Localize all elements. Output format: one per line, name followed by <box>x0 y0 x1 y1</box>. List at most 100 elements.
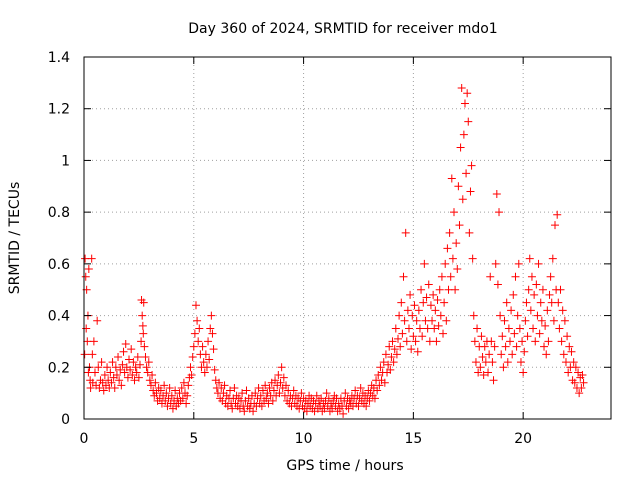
data-point <box>492 190 501 199</box>
x-tick-label: 0 <box>80 431 89 447</box>
data-point <box>493 280 502 289</box>
data-point <box>379 358 388 367</box>
data-point <box>476 363 485 372</box>
data-point <box>407 345 416 354</box>
data-point <box>228 404 237 413</box>
data-point <box>546 272 555 281</box>
data-point <box>447 174 456 183</box>
data-point <box>563 332 572 341</box>
data-point <box>143 368 152 377</box>
data-point <box>146 381 155 390</box>
data-point <box>571 363 580 372</box>
data-point <box>505 337 514 346</box>
data-point <box>171 386 180 395</box>
data-point <box>404 324 413 333</box>
data-point <box>254 383 263 392</box>
x-tick-label: 10 <box>295 431 313 447</box>
data-point <box>385 342 394 351</box>
data-point <box>387 352 396 361</box>
data-point <box>95 383 104 392</box>
data-point <box>570 378 579 387</box>
data-point <box>276 378 285 387</box>
data-point <box>468 254 477 263</box>
data-point <box>279 373 288 382</box>
data-point <box>139 329 148 338</box>
data-point <box>467 161 476 170</box>
data-point <box>445 228 454 237</box>
data-point <box>433 296 442 305</box>
data-point <box>201 350 210 359</box>
data-point <box>437 272 446 281</box>
data-point <box>100 371 109 380</box>
data-point <box>490 342 499 351</box>
data-point <box>569 358 578 367</box>
data-point <box>190 329 199 338</box>
data-point <box>106 368 115 377</box>
data-point <box>209 345 218 354</box>
x-tick-label: 15 <box>404 431 422 447</box>
data-point <box>238 389 247 398</box>
data-point <box>133 352 142 361</box>
data-point <box>152 389 161 398</box>
y-tick-label: 0.8 <box>48 205 70 221</box>
data-point <box>123 373 132 382</box>
data-point <box>202 363 211 372</box>
data-point <box>538 285 547 294</box>
data-point <box>518 337 527 346</box>
data-point <box>398 329 407 338</box>
data-point <box>442 316 451 325</box>
data-point <box>456 143 465 152</box>
data-point <box>512 342 521 351</box>
data-point <box>529 324 538 333</box>
data-point <box>126 365 135 374</box>
data-point <box>449 208 458 217</box>
data-point <box>453 265 462 274</box>
data-point <box>391 324 400 333</box>
data-point <box>502 298 511 307</box>
data-point <box>403 306 412 315</box>
data-point <box>257 402 266 411</box>
data-point <box>107 378 116 387</box>
data-point <box>289 386 298 395</box>
data-point <box>339 409 348 418</box>
y-tick-label: 0.6 <box>48 257 70 273</box>
x-axis-label: GPS time / hours <box>286 458 403 474</box>
data-point <box>389 358 398 367</box>
data-point <box>207 311 216 320</box>
data-point <box>179 378 188 387</box>
data-point <box>356 383 365 392</box>
data-point <box>440 298 449 307</box>
data-point <box>522 298 531 307</box>
data-point <box>441 259 450 268</box>
data-point <box>429 290 438 299</box>
data-point <box>415 324 424 333</box>
data-point <box>560 316 569 325</box>
data-point <box>579 378 588 387</box>
data-point <box>265 383 274 392</box>
data-point <box>182 399 191 408</box>
data-point <box>508 350 517 359</box>
data-point <box>524 285 533 294</box>
data-point <box>480 342 489 351</box>
data-point <box>178 394 187 403</box>
data-point <box>465 228 474 237</box>
data-point <box>432 337 441 346</box>
data-point <box>251 389 260 398</box>
data-point <box>220 381 229 390</box>
data-point <box>156 386 165 395</box>
data-point <box>418 332 427 341</box>
data-point <box>412 316 421 325</box>
data-point <box>541 321 550 330</box>
data-point <box>495 208 504 217</box>
data-point <box>578 371 587 380</box>
data-point <box>469 311 478 320</box>
data-point <box>510 329 519 338</box>
data-point <box>165 383 174 392</box>
data-point <box>365 396 374 405</box>
data-point <box>457 84 466 93</box>
data-point <box>144 358 153 367</box>
data-point <box>478 352 487 361</box>
data-point <box>401 228 410 237</box>
data-point <box>513 311 522 320</box>
axes: 0 0.2 0.4 0.6 0.8 1 1.2 1.4 0 5 10 15 20 <box>48 50 611 447</box>
